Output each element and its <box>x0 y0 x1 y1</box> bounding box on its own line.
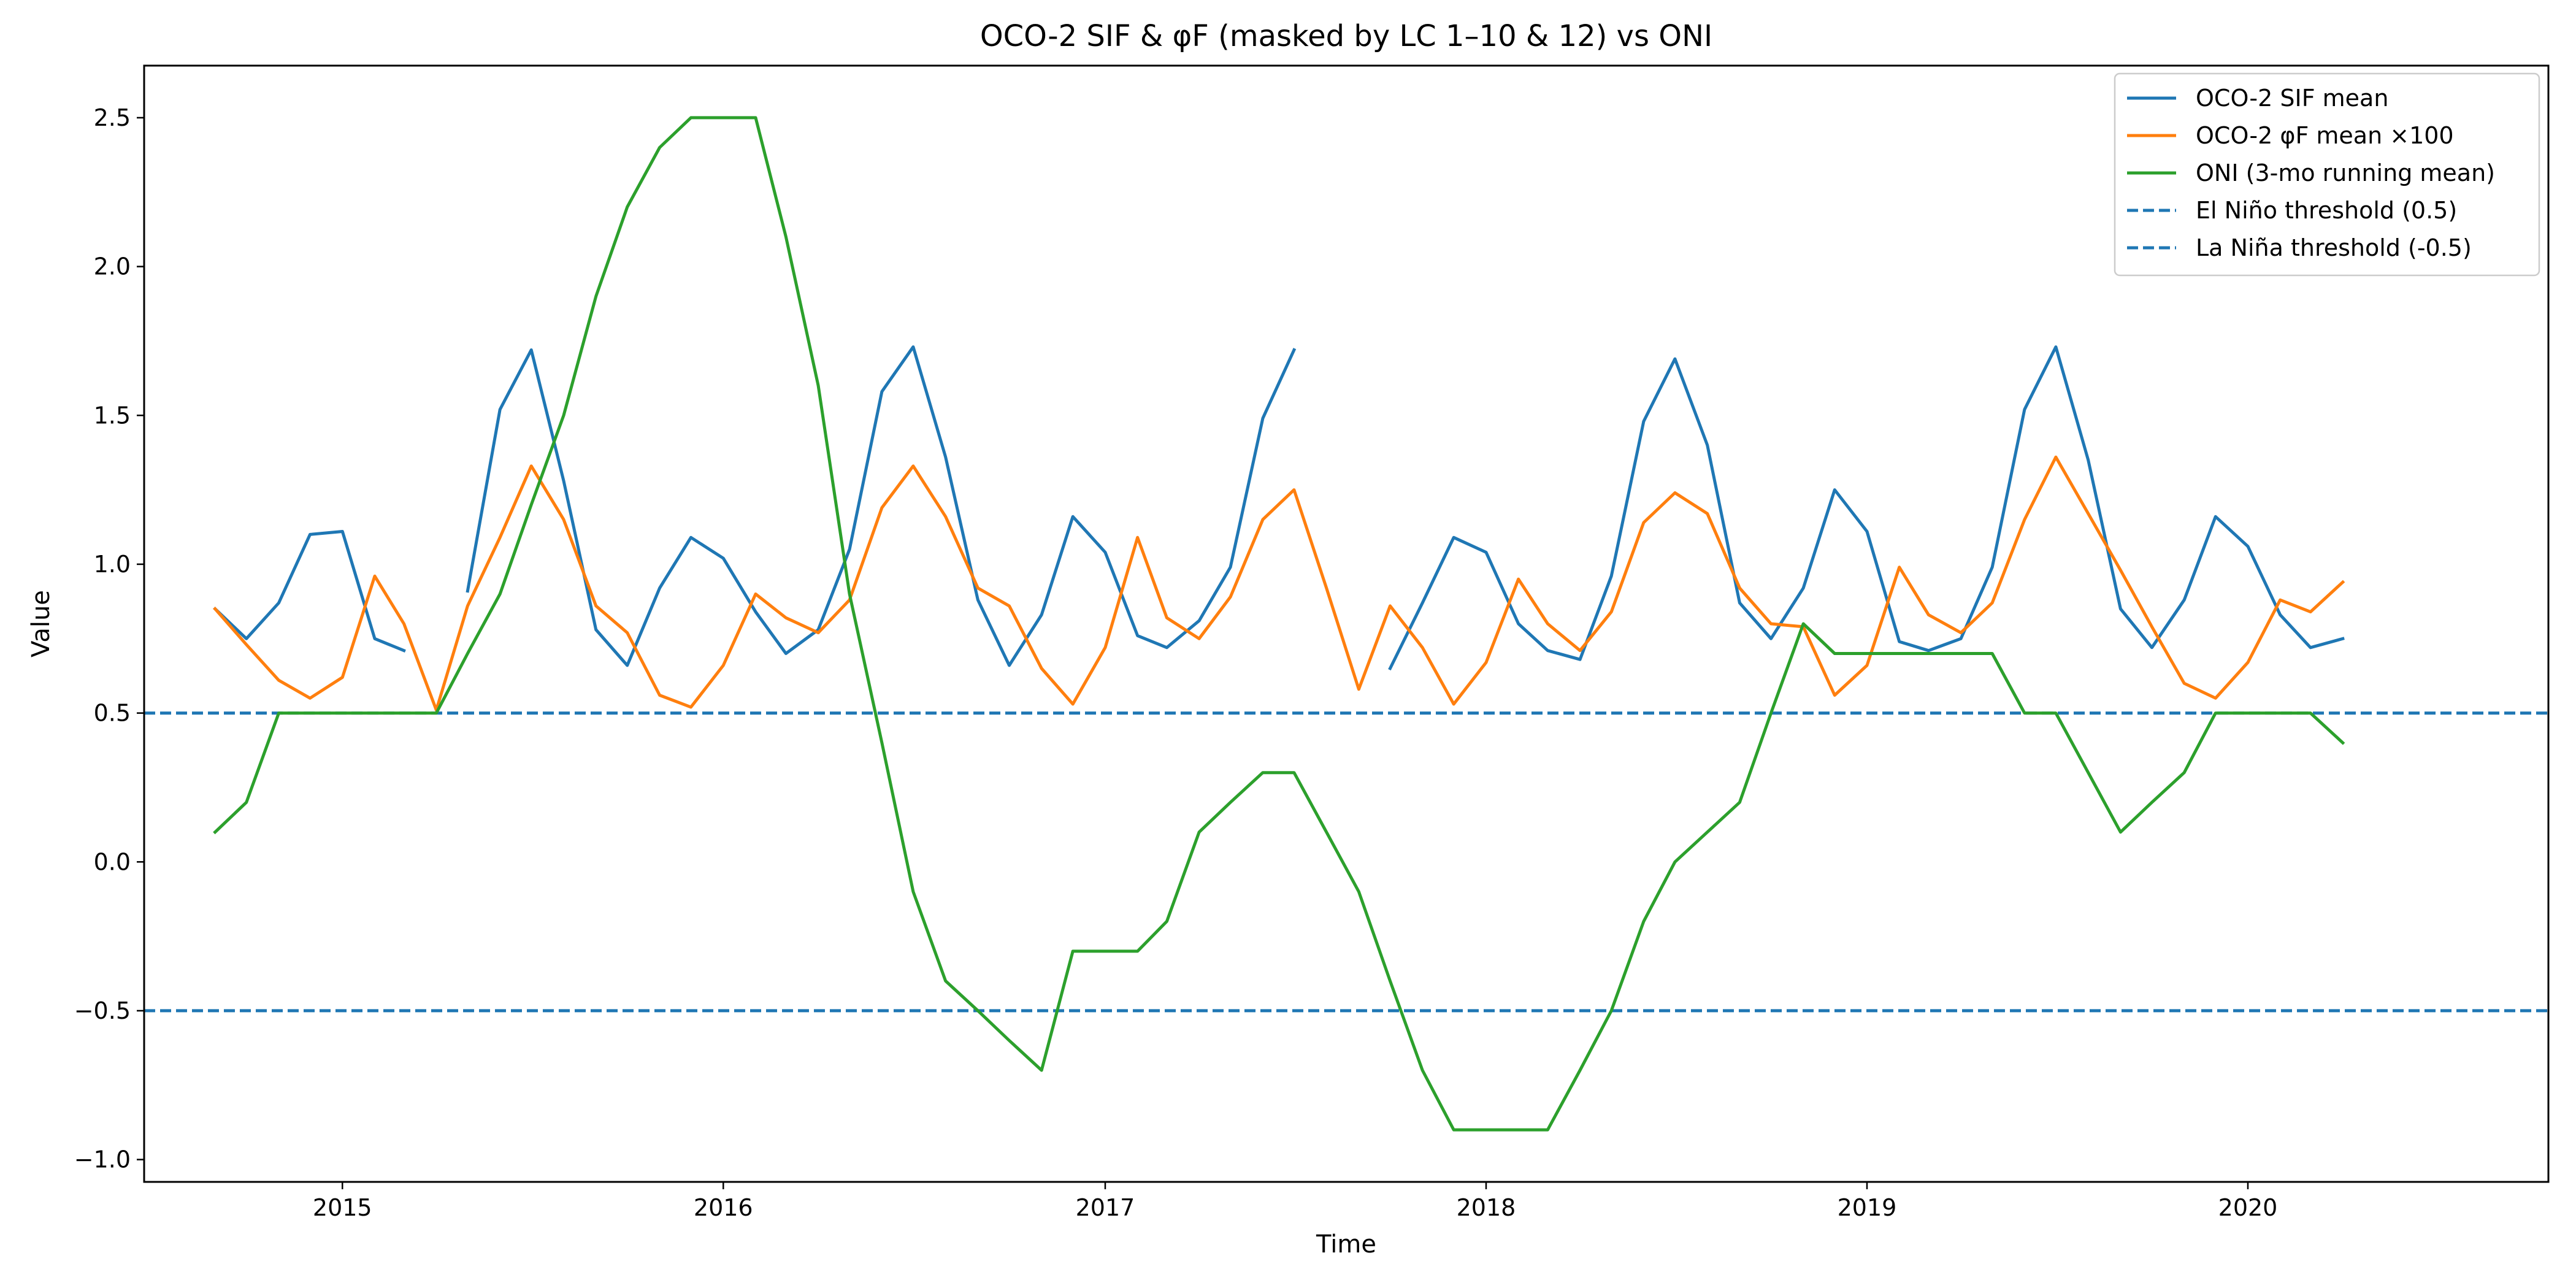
y-tick-label-5: 1.5 <box>94 402 131 429</box>
y-axis-label: Value <box>27 590 55 657</box>
y-tick-label-2: 0.0 <box>94 848 131 875</box>
x-tick-label-1: 2016 <box>694 1194 753 1221</box>
x-tick-label-5: 2020 <box>2218 1194 2278 1221</box>
x-tick-label-0: 2015 <box>313 1194 372 1221</box>
legend-label-2: ONI (3-mo running mean) <box>2196 159 2495 186</box>
x-axis-label: Time <box>1316 1230 1376 1259</box>
legend-label-1: OCO-2 φF mean ×100 <box>2196 122 2454 149</box>
x-tick-label-4: 2019 <box>1838 1194 1897 1221</box>
plot-lines <box>144 116 2548 1132</box>
y-tick-label-6: 2.0 <box>94 253 131 280</box>
y-tick-label-7: 2.5 <box>94 104 131 131</box>
series-line-0 <box>213 345 2345 671</box>
series-line-2 <box>213 116 2345 1132</box>
plot-frame <box>143 64 2550 1183</box>
legend-box <box>2114 72 2540 277</box>
y-axis: −1.0 −0.5 0.0 0.5 1.0 1.5 2.0 2.5 <box>74 104 144 1173</box>
chart-title: OCO-2 SIF & φF (masked by LC 1–10 & 12) … <box>980 19 1712 53</box>
legend-label-4: La Niña threshold (-0.5) <box>2196 234 2472 261</box>
y-tick-label-0: −1.0 <box>74 1146 131 1173</box>
legend-label-0: OCO-2 SIF mean <box>2196 85 2388 112</box>
legend-label-3: El Niño threshold (0.5) <box>2196 197 2457 224</box>
series-line-1 <box>213 455 2345 712</box>
y-tick-label-4: 1.0 <box>94 551 131 578</box>
x-axis: 2015 2016 2017 2018 2019 2020 <box>313 1182 2277 1221</box>
y-tick-label-3: 0.5 <box>94 700 131 727</box>
y-tick-label-1: −0.5 <box>74 997 131 1024</box>
x-tick-label-2: 2017 <box>1076 1194 1135 1221</box>
x-tick-label-3: 2018 <box>1457 1194 1516 1221</box>
legend: OCO-2 SIF mean OCO-2 φF mean ×100 ONI (3-m… <box>2114 72 2540 277</box>
